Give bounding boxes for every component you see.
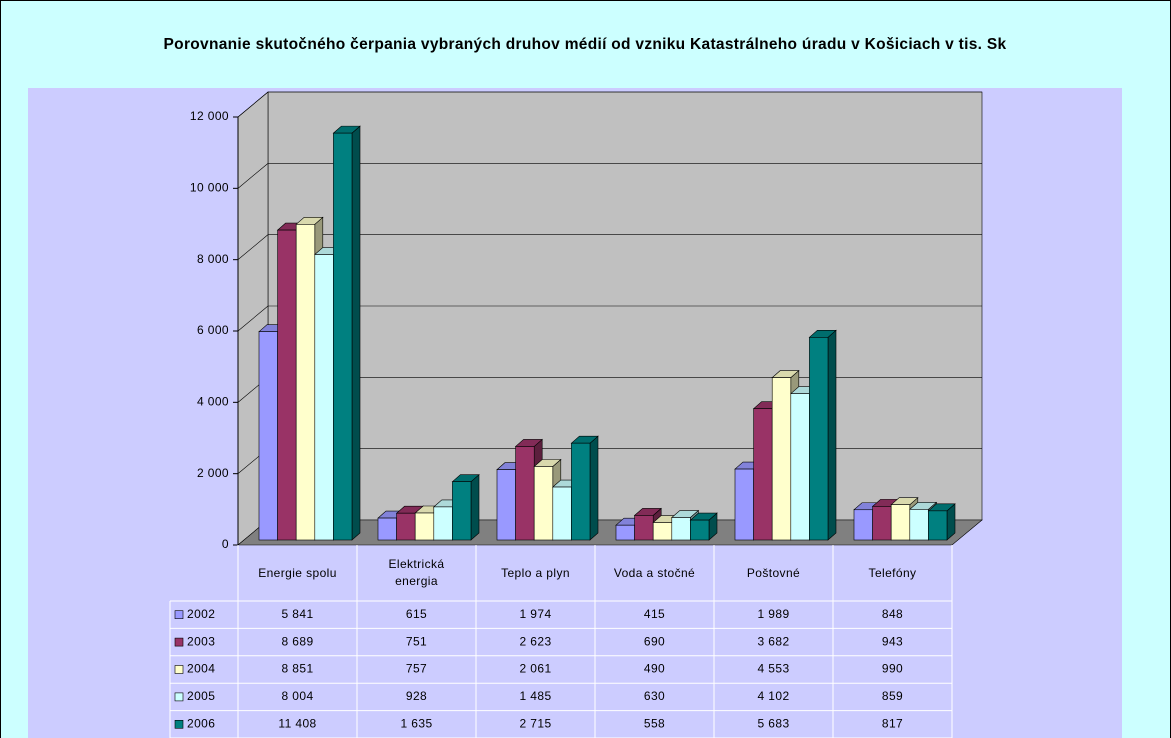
legend-label: 2002 [187, 607, 215, 621]
table-value: 4 102 [757, 689, 789, 703]
bar-side [351, 125, 361, 541]
bar [496, 469, 516, 541]
table-value: 3 682 [757, 634, 789, 648]
bar [853, 509, 873, 541]
bar [333, 132, 353, 541]
bar [452, 481, 472, 541]
table-value: 2 623 [519, 634, 551, 648]
table-value: 1 974 [519, 607, 551, 621]
table-value: 859 [882, 689, 903, 703]
table-value: 11 408 [278, 716, 316, 730]
bar [396, 512, 416, 541]
table-value: 558 [644, 716, 665, 730]
table-value: 757 [406, 662, 427, 676]
bar [809, 337, 829, 541]
bar-side [827, 329, 837, 541]
table-value: 928 [406, 689, 427, 703]
legend-swatch [174, 610, 184, 620]
bar [652, 522, 673, 541]
bar [690, 519, 710, 541]
bar [753, 408, 773, 541]
y-tick-label: 6 000 [197, 323, 229, 337]
bar [909, 509, 929, 541]
bar [928, 510, 948, 541]
y-tick-label: 8 000 [197, 252, 229, 266]
bar [533, 466, 554, 541]
grid-line [237, 163, 269, 189]
bar [295, 224, 316, 541]
table-value: 943 [882, 634, 903, 648]
legend-swatch [174, 637, 184, 647]
bar [414, 512, 435, 541]
table-value: 8 004 [281, 689, 313, 703]
bar-side [470, 474, 480, 541]
table-value: 690 [644, 634, 665, 648]
bar [771, 377, 792, 541]
category-label: Elektrická energia [388, 557, 445, 588]
y-tick-label: 0 [222, 537, 229, 551]
table-value: 848 [882, 607, 903, 621]
bar [734, 468, 754, 541]
table-value: 2 715 [519, 716, 551, 730]
table-value: 5 683 [757, 716, 789, 730]
bar [515, 446, 535, 541]
table-value: 4 553 [757, 662, 789, 676]
table-value: 415 [644, 607, 665, 621]
bar [433, 506, 453, 541]
bar [615, 524, 635, 541]
y-tick-label: 10 000 [190, 181, 229, 195]
y-tick-label: 2 000 [197, 466, 229, 480]
y-tick-label: 12 000 [190, 109, 229, 123]
table-value: 1 635 [400, 716, 432, 730]
category-label: Energie spolu [258, 565, 337, 580]
bar [671, 517, 691, 541]
bar [258, 331, 278, 541]
grid-line [237, 305, 269, 332]
category-label: Telefóny [868, 565, 917, 580]
bar-side [589, 435, 599, 541]
bar [890, 504, 911, 541]
legend-label: 2006 [187, 716, 215, 730]
grid-line [237, 91, 269, 118]
y-tick-label: 4 000 [197, 395, 229, 409]
category-label: Teplo a plyn [501, 565, 570, 580]
bar [790, 393, 810, 541]
bar [571, 442, 591, 541]
table-value: 1 989 [757, 607, 789, 621]
bar [634, 515, 654, 541]
table-value: 990 [882, 662, 903, 676]
category-label: Poštovné [746, 565, 801, 580]
bar [314, 254, 334, 541]
table-value: 8 851 [281, 662, 313, 676]
table-value: 1 485 [519, 689, 551, 703]
bar [552, 486, 572, 541]
bar [872, 506, 892, 541]
legend-swatch [174, 719, 184, 729]
table-value: 615 [406, 607, 427, 621]
table-value: 8 689 [281, 634, 313, 648]
table-value: 751 [406, 634, 427, 648]
table-value: 5 841 [281, 607, 313, 621]
table-value: 817 [882, 716, 903, 730]
category-label: Voda a stočné [613, 565, 696, 580]
table-value: 630 [644, 689, 665, 703]
table-value: 490 [644, 662, 665, 676]
table-value: 2 061 [519, 662, 551, 676]
legend-swatch [174, 665, 184, 674]
grid-line [237, 234, 269, 260]
legend-label: 2005 [187, 689, 215, 703]
chart-title: Porovnanie skutočného čerpania vybraných… [163, 36, 1007, 53]
bar [277, 229, 297, 541]
legend-label: 2003 [187, 634, 215, 648]
legend-swatch [174, 692, 184, 702]
bar [377, 517, 397, 541]
legend-label: 2004 [187, 662, 215, 676]
